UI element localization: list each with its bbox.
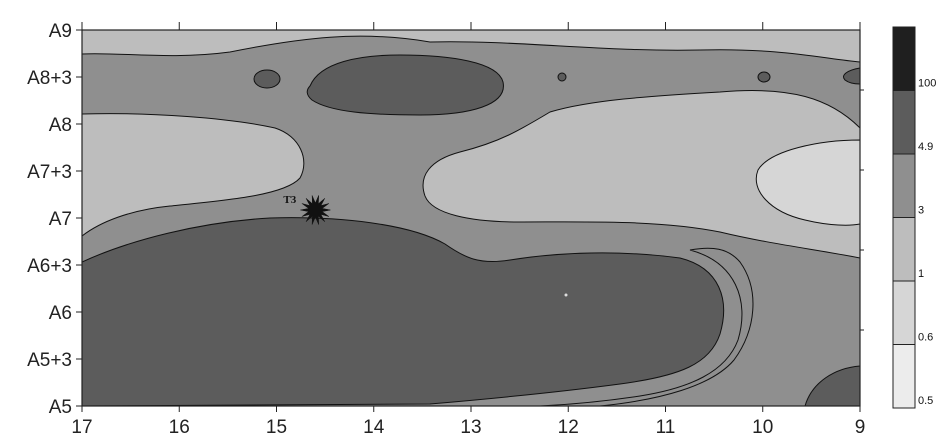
x-tick-label: 16: [169, 417, 190, 438]
colorbar-swatch: [892, 153, 916, 218]
colorbar-label: 1: [918, 268, 924, 280]
x-tick-label: 10: [752, 417, 773, 438]
x-tick-label: 17: [71, 417, 92, 438]
t3-label: T3: [283, 194, 296, 206]
colorbar-label: 0.6: [918, 332, 933, 344]
t3-marker: T3: [283, 194, 331, 225]
colorbar: 0.5 0.6 1 3 4.9 100: [860, 26, 936, 409]
contour-dark-spot: [557, 72, 567, 82]
top-axis-ticks: [81, 22, 861, 30]
contour-dark-spot: [253, 69, 281, 89]
y-tick-label: A8+3: [27, 68, 72, 89]
colorbar-swatch: [892, 217, 916, 282]
contour-right-light-region: [422, 90, 860, 259]
x-axis: 17 16 15 14 13 12 11 10 9: [71, 406, 865, 438]
contour-top-light-region: [82, 30, 860, 63]
colorbar-label: 100: [918, 78, 936, 90]
y-tick-label: A6+3: [27, 256, 72, 277]
contour-right-lighter-patch: [755, 139, 860, 226]
y-tick-label: A5: [49, 397, 72, 418]
plot-area: [82, 30, 860, 406]
contour-dark-spot: [843, 67, 860, 85]
y-axis: A5 A5+3 A6 A6+3 A7 A7+3 A8 A8+3 A9: [27, 21, 82, 418]
colorbar-label: 3: [918, 205, 924, 217]
contour-speck: [564, 293, 568, 297]
contour-upper-dark-blob: [306, 54, 504, 116]
x-tick-label: 15: [266, 417, 287, 438]
contour-left-light-region: [82, 113, 305, 237]
x-tick-label: 14: [363, 417, 385, 438]
y-tick-label: A6: [49, 303, 72, 324]
x-tick-label: 12: [558, 417, 579, 438]
x-tick-label: 11: [656, 417, 676, 438]
x-tick-label: 13: [460, 417, 481, 438]
colorbar-swatch: [892, 90, 916, 155]
colorbar-swatch: [892, 26, 916, 91]
contour-lower-dark-region: [82, 217, 725, 406]
y-tick-label: A8: [49, 115, 72, 136]
colorbar-swatch: [892, 344, 916, 409]
colorbar-label: 0.5: [918, 395, 933, 407]
y-tick-label: A5+3: [27, 350, 72, 371]
colorbar-label: 4.9: [918, 141, 933, 153]
colorbar-swatch: [892, 280, 916, 345]
x-tick-label: 9: [855, 417, 866, 438]
contour-dark-spot: [757, 71, 771, 83]
y-tick-label: A9: [49, 21, 72, 42]
star-icon: [300, 195, 331, 225]
y-tick-label: A7+3: [27, 162, 72, 183]
y-tick-label: A7: [49, 209, 72, 230]
